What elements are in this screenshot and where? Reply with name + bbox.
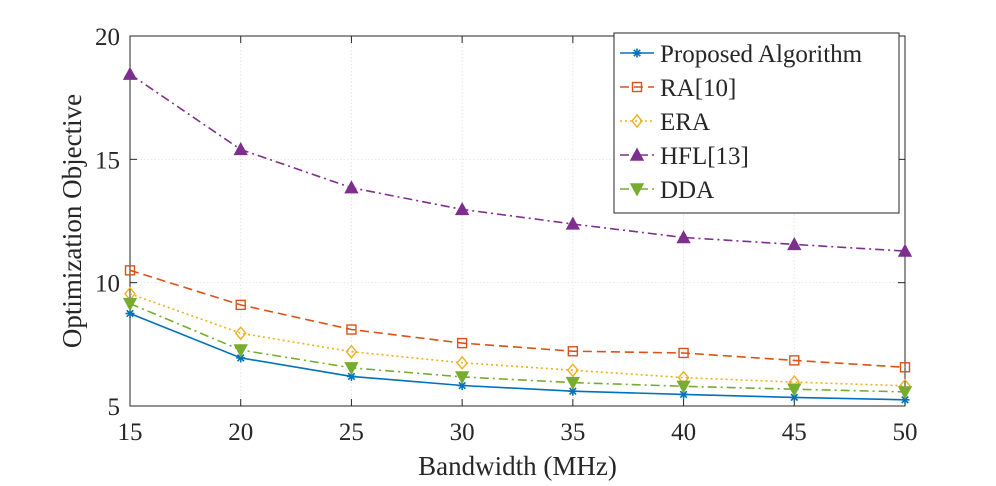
x-tick-label: 20 bbox=[228, 419, 253, 446]
data-point bbox=[456, 355, 469, 370]
data-point bbox=[676, 380, 691, 394]
legend-box bbox=[613, 32, 900, 214]
data-point bbox=[233, 344, 248, 358]
data-point bbox=[235, 299, 246, 311]
series-0 bbox=[125, 309, 910, 405]
legend-marker bbox=[632, 48, 642, 58]
y-axis-label: Optimization Objective bbox=[57, 94, 87, 348]
y-tick-label: 5 bbox=[108, 394, 121, 421]
data-point bbox=[122, 297, 138, 312]
x-tick-label: 25 bbox=[339, 419, 364, 446]
data-point bbox=[454, 371, 470, 385]
data-point bbox=[234, 326, 247, 341]
x-axis-label: Bandwidth (MHz) bbox=[418, 451, 617, 481]
x-tick-label: 15 bbox=[118, 419, 143, 446]
legend-marker bbox=[629, 183, 645, 197]
data-point bbox=[899, 362, 911, 373]
data-point bbox=[789, 355, 800, 366]
x-tick-label: 50 bbox=[893, 419, 918, 446]
series-4 bbox=[122, 297, 913, 400]
series-2 bbox=[124, 286, 911, 393]
y-tick-label: 20 bbox=[95, 24, 120, 51]
data-point bbox=[566, 363, 579, 378]
data-point bbox=[678, 347, 689, 359]
legend-item: RA[10] bbox=[620, 75, 736, 102]
data-point bbox=[346, 324, 357, 335]
legend-marker bbox=[631, 81, 643, 93]
data-point bbox=[676, 230, 691, 244]
data-point bbox=[789, 392, 799, 402]
data-point bbox=[454, 201, 470, 216]
data-point bbox=[567, 346, 579, 357]
legend-label: RA[10] bbox=[660, 75, 736, 102]
plot-area bbox=[129, 35, 906, 407]
data-point bbox=[344, 180, 359, 194]
legend-marker bbox=[631, 113, 643, 129]
data-point bbox=[236, 353, 246, 363]
data-point bbox=[456, 337, 468, 349]
y-tick-label: 15 bbox=[95, 147, 120, 174]
data-point bbox=[897, 386, 913, 400]
legend-marker bbox=[629, 147, 645, 161]
series-line bbox=[129, 73, 906, 252]
series-line bbox=[129, 302, 906, 393]
legend-item: ERA bbox=[620, 109, 710, 136]
legend-label: HFL[13] bbox=[660, 143, 749, 170]
data-point bbox=[344, 362, 359, 376]
data-point bbox=[787, 383, 802, 397]
legend-label: ERA bbox=[660, 109, 710, 136]
data-point bbox=[897, 243, 913, 257]
legend-item: DDA bbox=[620, 177, 714, 204]
series-group bbox=[122, 66, 913, 405]
data-point bbox=[124, 265, 136, 276]
data-point bbox=[345, 344, 358, 359]
y-axis: 5 10 15 20 bbox=[95, 24, 905, 421]
data-point bbox=[233, 142, 248, 156]
x-tick-label: 40 bbox=[671, 419, 696, 446]
legend-item: Proposed Algorithm bbox=[620, 41, 863, 68]
legend-label: DDA bbox=[660, 177, 714, 204]
series-line bbox=[129, 293, 906, 387]
legend-label: Proposed Algorithm bbox=[660, 41, 863, 68]
data-point bbox=[122, 66, 138, 80]
series-1 bbox=[124, 265, 911, 373]
data-point bbox=[565, 376, 581, 391]
x-tick-label: 30 bbox=[450, 419, 475, 446]
legend-item: HFL[13] bbox=[620, 143, 749, 170]
data-point bbox=[565, 216, 581, 230]
series-3 bbox=[122, 66, 913, 257]
legend: Proposed Algorithm RA[10] ERA HFL[13] DDA bbox=[613, 32, 900, 214]
data-point bbox=[787, 236, 802, 251]
y-tick-label: 10 bbox=[95, 271, 120, 298]
x-tick-label: 35 bbox=[560, 419, 585, 446]
series-line bbox=[129, 269, 906, 369]
data-point bbox=[457, 381, 467, 391]
x-axis: 15 20 25 30 35 40 45 50 bbox=[118, 36, 918, 446]
series-line bbox=[129, 312, 906, 401]
x-tick-label: 45 bbox=[782, 419, 807, 446]
